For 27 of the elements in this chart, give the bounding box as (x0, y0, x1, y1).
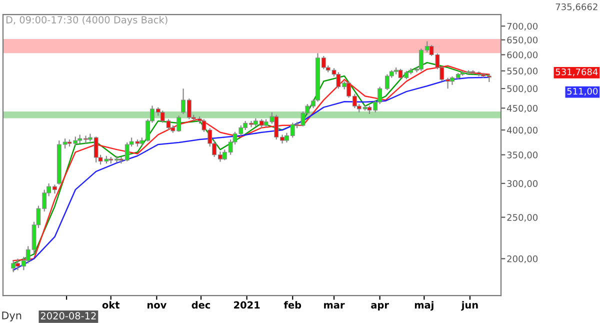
y-tick-label: 600,00 (507, 51, 538, 60)
x-tick-label: maj (414, 301, 434, 311)
text: 2020-08-12 (40, 312, 96, 320)
y-tick-label: 550,00 (507, 68, 538, 76)
y-tick-label: 450,00 (506, 104, 538, 113)
text: 511,00 (567, 88, 598, 96)
y-tick-label: 350,00 (507, 152, 538, 160)
text: 735,6662 (556, 3, 598, 12)
y-tick-label: 700,00 (507, 22, 538, 31)
y-tick-label: 300,00 (507, 180, 538, 188)
y-tick-label: 650,00 (507, 36, 538, 44)
y-tick-label: 200,00 (507, 255, 538, 264)
x-tick-label: apr (371, 303, 389, 311)
chart-title: D, 09:00-17:30 (4000 Days Back) (6, 16, 168, 26)
x-tick-label: jun (461, 301, 478, 311)
x-tick-label: okt (102, 301, 120, 309)
text: Dyn (2, 312, 22, 322)
x-tick-label: mar (324, 303, 345, 309)
text: 531,7684 (556, 68, 598, 76)
candlestick (11, 260, 16, 273)
x-tick-label: 2021 (234, 301, 260, 309)
x-tick-label: dec (192, 301, 210, 309)
y-tick-label: 400,00 (506, 126, 538, 134)
y-tick-label: 250,00 (507, 214, 538, 222)
x-tick-label: feb (284, 301, 302, 309)
x-tick-label: nov (148, 303, 167, 309)
y-tick-label: 500,00 (507, 85, 538, 94)
